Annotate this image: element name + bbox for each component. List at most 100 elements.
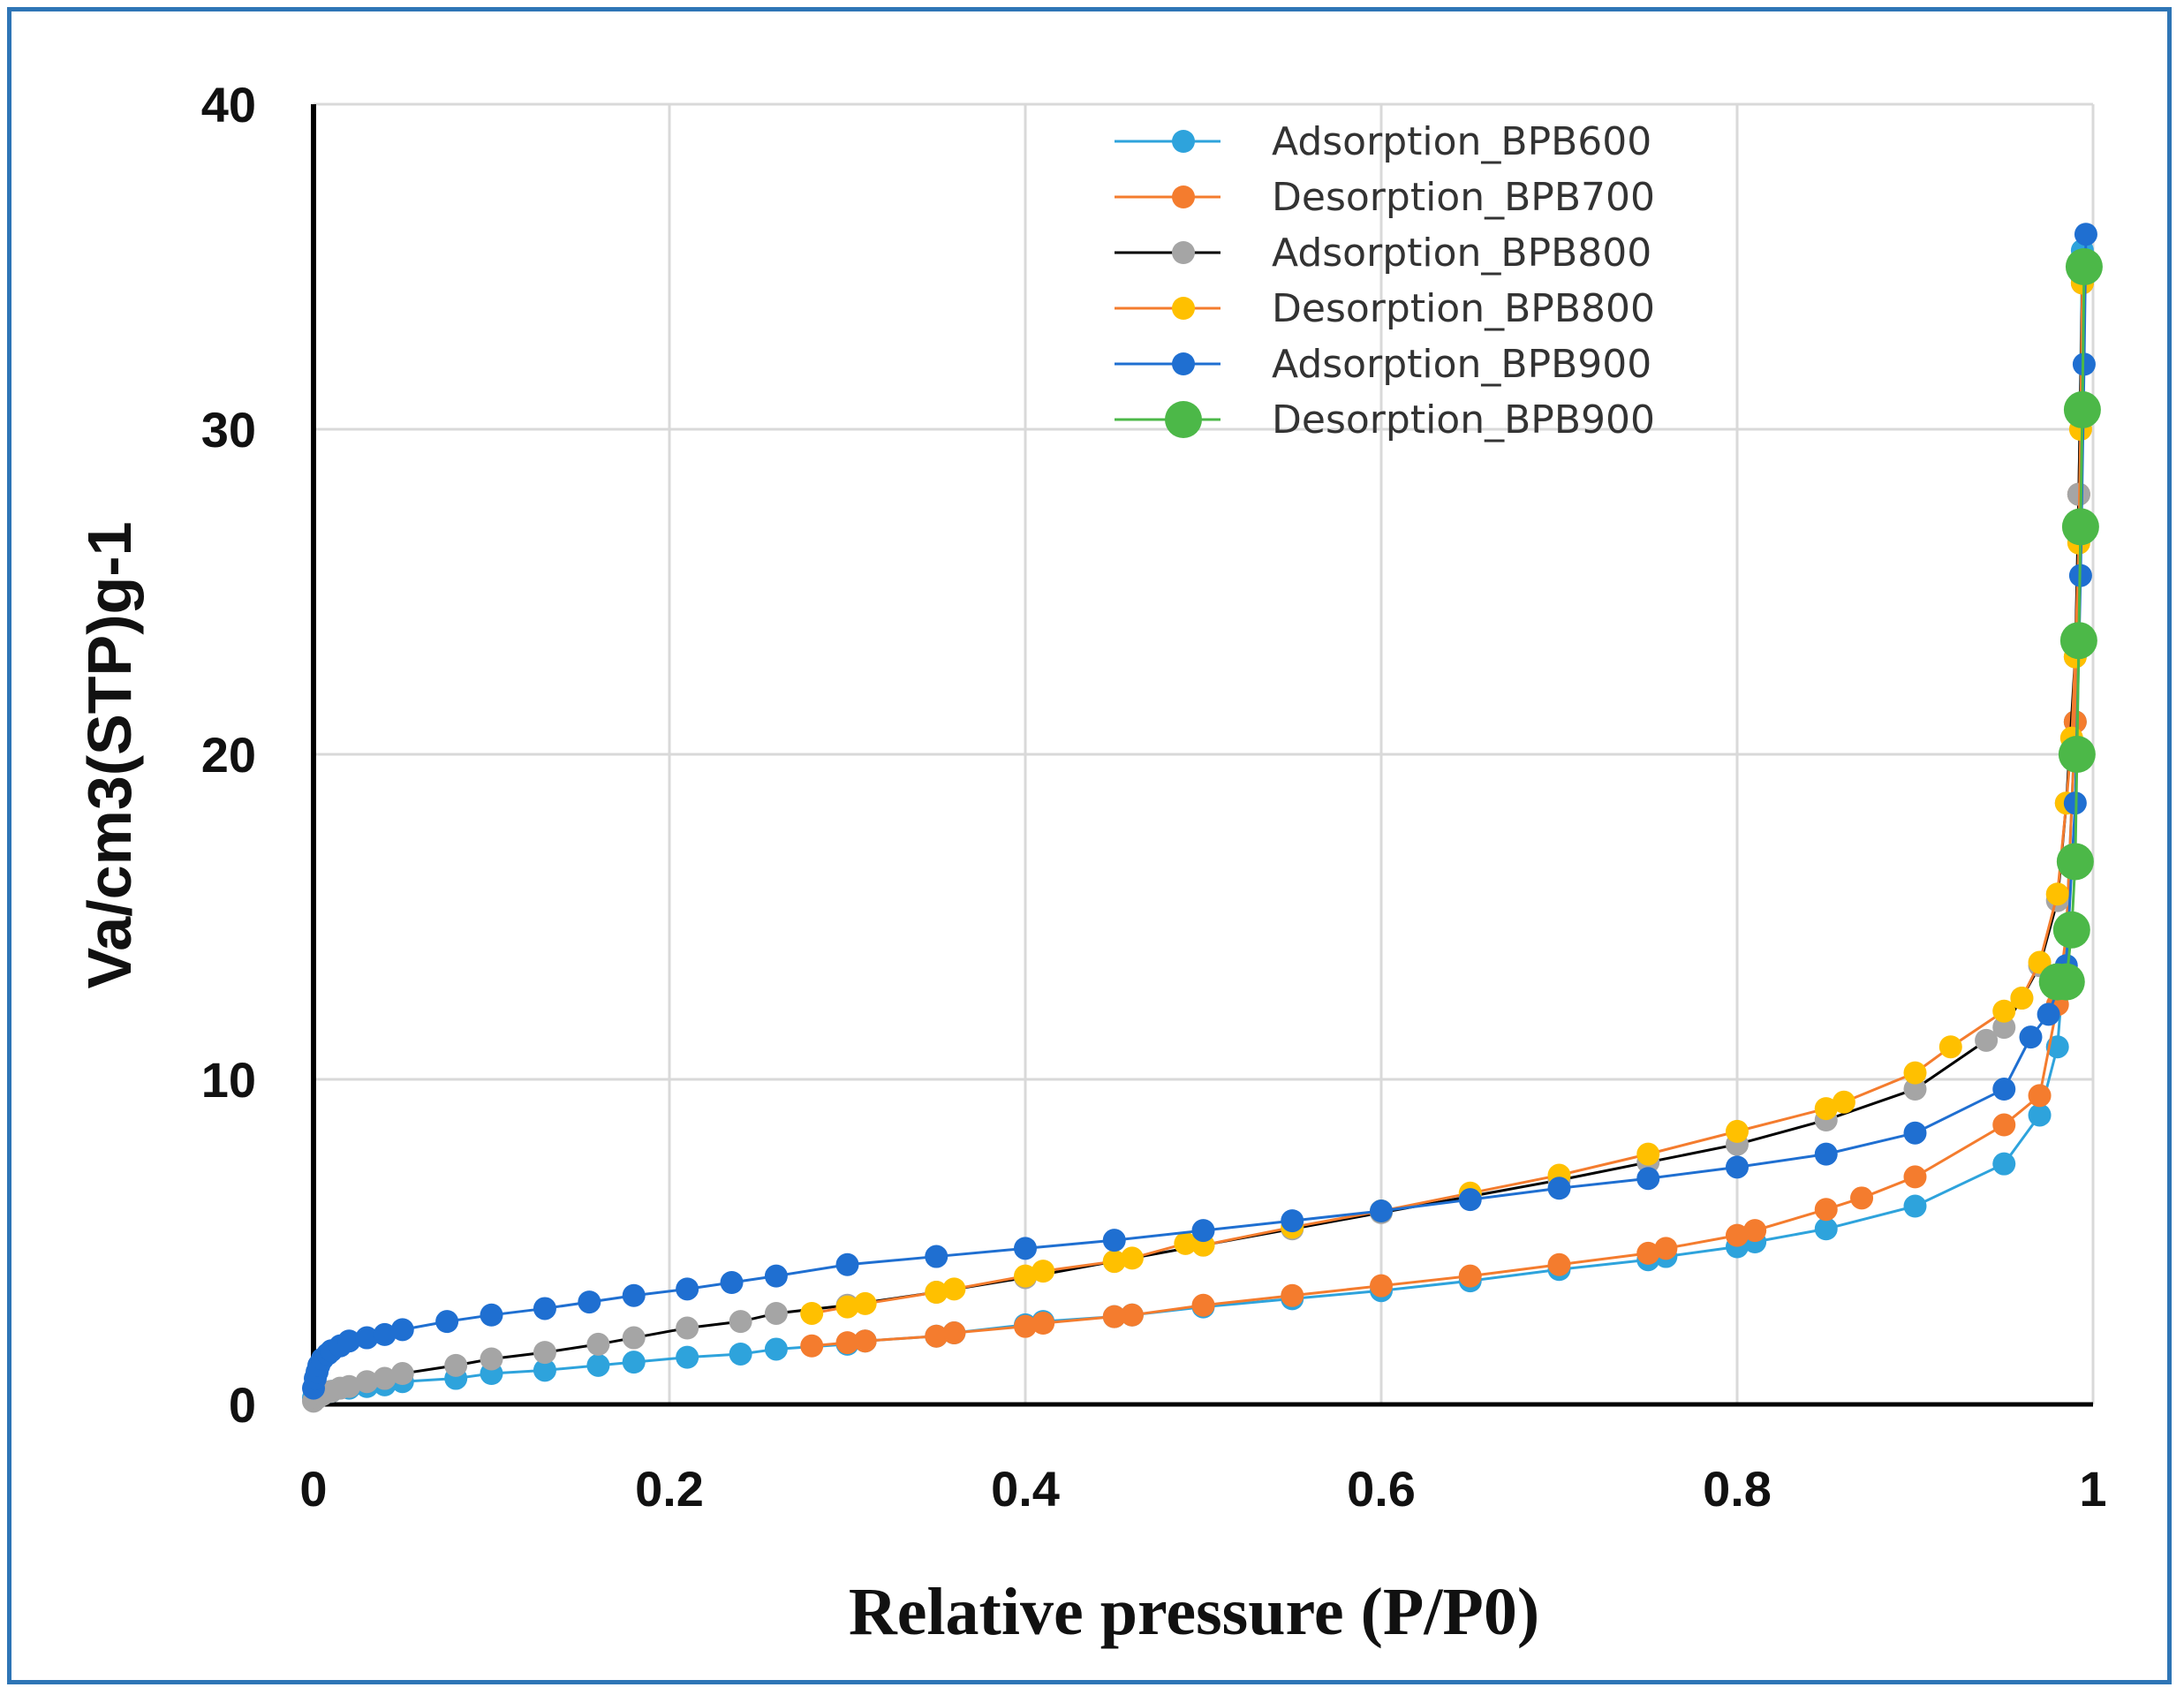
y-tick-label: 20 [201,727,256,783]
data-point [1636,1167,1660,1191]
x-tick-label: 0.4 [991,1461,1060,1517]
data-point [1903,1078,1927,1101]
data-point [337,1374,361,1398]
data-point [355,1370,379,1394]
data-point [1547,1177,1571,1200]
data-point [925,1245,948,1268]
data-point [390,1362,414,1386]
data-point [1281,1209,1304,1233]
data-point [355,1326,379,1350]
legend-marker [1172,130,1195,153]
data-point [480,1347,503,1371]
data-point [764,1337,788,1361]
legend-item: Adsorption_BPB600 [1115,119,1651,164]
data-point [533,1358,556,1382]
data-point [764,1301,788,1325]
data-point [1102,1250,1126,1274]
series-layer [302,223,2103,1413]
data-point [800,1301,824,1325]
data-point [1726,1119,1749,1143]
data-point [533,1341,556,1365]
data-point [2059,622,2097,660]
data-point [2065,248,2103,285]
legend-item: Adsorption_BPB800 [1115,231,1651,276]
data-point [1014,1314,1037,1338]
data-point [1281,1283,1304,1307]
y-tick-labels: 0 10 20 30 40 [201,77,256,1433]
data-point [1032,1312,1055,1335]
data-point [622,1351,646,1374]
data-point [622,1283,646,1307]
axes [311,104,2093,1407]
data-point [1903,1165,1927,1189]
data-point [1726,1223,1749,1247]
data-point [1938,1035,1962,1059]
data-point [1975,1028,1999,1052]
y-axis-label: Va/cm3(STP)g-1 [75,521,144,988]
data-point [586,1332,610,1356]
data-point [2058,736,2096,773]
y-tick-label: 10 [201,1052,256,1108]
data-point [1102,1229,1126,1252]
data-point [1191,1219,1215,1243]
data-point [676,1277,699,1301]
figure-border [7,7,2172,1684]
data-point [444,1353,468,1377]
series-Desorption_BPB700 [800,271,2094,1358]
data-point [2063,390,2101,428]
data-point [2037,1003,2060,1026]
data-point [373,1366,397,1390]
legend-label: Adsorption_BPB900 [1272,342,1651,387]
x-tick-labels: 0 0.2 0.4 0.6 0.8 1 [299,1461,2106,1517]
data-point [835,1331,859,1355]
y-tick-label: 0 [229,1377,256,1433]
legend: Adsorption_BPB600 Desorption_BPB700 Adsorp… [1115,119,1655,443]
data-point [1992,999,2016,1023]
data-point [942,1277,966,1301]
data-point [1191,1293,1215,1317]
data-point [925,1281,948,1305]
data-point [1636,1142,1660,1166]
data-point [2038,963,2076,1001]
data-point [1726,1155,1749,1179]
legend-label: Adsorption_BPB800 [1272,231,1651,276]
data-point [1120,1303,1144,1327]
data-point [1832,1090,1855,1114]
data-point [1992,1152,2016,1176]
x-tick-label: 0.2 [635,1461,704,1517]
data-point [1120,1246,1144,1270]
data-point [1636,1241,1660,1265]
data-point [1850,1186,1874,1210]
series-line [812,283,2084,1348]
legend-label: Desorption_BPB900 [1272,397,1655,443]
data-point [925,1324,948,1348]
data-point [2056,843,2094,881]
grid-lines [314,102,2095,1404]
data-point [1992,1016,2016,1040]
data-point [676,1316,699,1340]
legend-item: Desorption_BPB800 [1115,286,1655,331]
legend-marker [1172,352,1195,375]
data-point [2074,223,2097,246]
data-point [1370,1274,1393,1298]
series-Desorption_BPB900 [2038,248,2103,1001]
data-point [1903,1194,1927,1218]
data-point [2019,1025,2043,1049]
data-point [1547,1252,1571,1276]
data-point [720,1271,744,1294]
data-point [1992,1078,2016,1101]
data-point [1814,1198,1838,1222]
y-tick-label: 40 [201,77,256,132]
data-point [1654,1237,1678,1260]
data-point [1370,1199,1393,1223]
data-point [1814,1217,1838,1241]
data-point [2028,1084,2052,1108]
data-point [1174,1231,1198,1255]
data-point [2010,987,2034,1010]
data-point [764,1264,788,1288]
data-point [1743,1219,1767,1243]
x-tick-label: 0.6 [1347,1461,1416,1517]
data-point [1458,1264,1482,1288]
